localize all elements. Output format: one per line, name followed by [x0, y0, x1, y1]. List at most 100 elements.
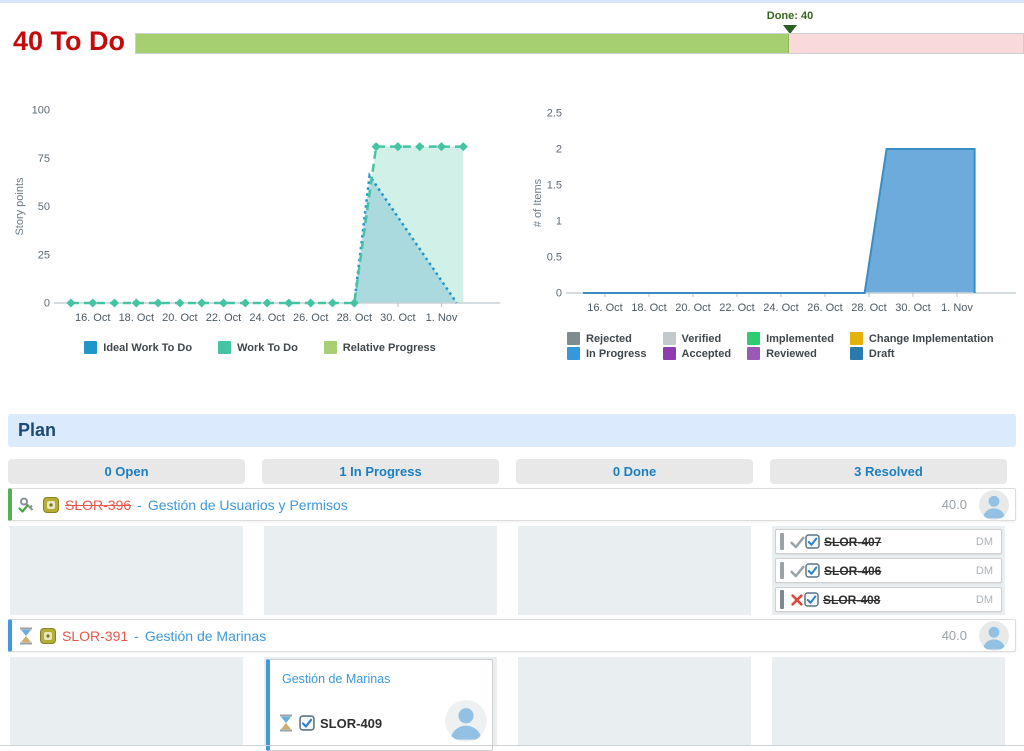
legend-item: Work To Do [218, 341, 298, 354]
legend-item: Accepted [662, 347, 732, 360]
legend-item: Rejected [567, 332, 647, 345]
svg-text:1: 1 [556, 216, 562, 228]
issue-key-link[interactable]: SLOR-391 [62, 627, 129, 644]
card-assignee-initials: DM [975, 564, 993, 577]
cell-open-lane2[interactable] [10, 657, 243, 745]
svg-text:22. Oct: 22. Oct [206, 312, 241, 324]
top-border [0, 0, 1024, 3]
legend-label: Ideal Work To Do [103, 341, 193, 354]
key-summary-separator: - [137, 496, 142, 513]
legend-swatch-icon [747, 347, 761, 360]
svg-text:16. Oct: 16. Oct [587, 302, 622, 314]
column-header-open[interactable]: 0 Open [8, 459, 245, 484]
hourglass-status-icon [278, 714, 294, 732]
estimate-value: 40.0 [941, 628, 967, 643]
column-header-resolved[interactable]: 3 Resolved [770, 459, 1007, 484]
card-key[interactable]: SLOR-409 [320, 715, 383, 731]
hourglass-status-icon [18, 627, 34, 645]
legend-item: Relative Progress [323, 341, 436, 354]
swimlane-row-slor-396[interactable]: SLOR-396 - Gestión de Usuarios y Permiso… [8, 488, 1016, 521]
card-slor-408[interactable]: SLOR-408 DM [775, 587, 1002, 612]
legend-item: Implemented [747, 332, 834, 345]
legend-label: Relative Progress [342, 341, 436, 354]
legend-swatch-icon [567, 347, 580, 360]
column-header-in-progress[interactable]: 1 In Progress [262, 459, 499, 484]
legend-label: Rejected [586, 332, 632, 345]
burndown-chart: 0 25 50 75 100 16. Oct 18. Oct 20. Oct 22. Oct 24… [10, 96, 510, 341]
board-bottom-divider [0, 745, 1024, 746]
plan-section-header: Plan [8, 414, 1016, 447]
card-assignee-initials: DM [975, 593, 993, 606]
task-type-icon [299, 715, 315, 731]
legend-label: Work To Do [237, 341, 298, 354]
requirement-type-icon [43, 496, 59, 513]
card-assignee-initials: DM [975, 535, 993, 548]
items-chart-svg: 0 0.5 1 1.5 2 2.5 16. Oct 18. Oct 20. Oct 22. Oct… [532, 108, 1016, 314]
card-key[interactable]: SLOR-406 [824, 563, 882, 578]
svg-text:1. Nov: 1. Nov [426, 312, 458, 324]
svg-text:1. Nov: 1. Nov [941, 302, 973, 314]
todo-count-title: 40 To Do [13, 26, 126, 56]
svg-text:22. Oct: 22. Oct [719, 302, 754, 314]
svg-text:Story points: Story points [14, 177, 26, 236]
svg-text:30. Oct: 30. Oct [895, 302, 930, 314]
card-slor-409[interactable]: Gestión de Marinas SLOR-409 [266, 659, 493, 751]
legend-label: Verified [681, 332, 722, 345]
svg-text:18. Oct: 18. Oct [119, 312, 154, 324]
cell-done-lane1[interactable] [518, 526, 751, 615]
svg-text:2: 2 [556, 144, 562, 156]
svg-text:28. Oct: 28. Oct [851, 302, 886, 314]
svg-text:50: 50 [38, 201, 50, 213]
burndown-chart-legend: Ideal Work To Do Work To Do Relative Progr… [10, 341, 510, 354]
verified-check-icon [790, 564, 805, 578]
cell-resolved-lane2[interactable] [772, 657, 1005, 745]
card-key[interactable]: SLOR-408 [823, 592, 881, 607]
requirement-type-icon [40, 627, 56, 644]
card-slor-407[interactable]: SLOR-407 DM [775, 529, 1002, 554]
svg-text:0.5: 0.5 [547, 252, 562, 264]
assignee-avatar[interactable] [979, 620, 1009, 651]
card-parent-link[interactable]: Gestión de Marinas [282, 672, 391, 686]
svg-text:2.5: 2.5 [547, 108, 562, 120]
issue-key-link[interactable]: SLOR-396 [65, 496, 132, 513]
card-status-bar [780, 562, 784, 579]
sprint-progress-bar[interactable] [135, 33, 1024, 54]
items-chart-legend: Rejected Verified Implemented Change Implem… [567, 332, 994, 360]
assignee-avatar[interactable] [445, 700, 487, 742]
cell-resolved-lane1[interactable]: SLOR-407 DM SLOR-406 DM SLOR-408 DM [772, 526, 1005, 615]
card-status-bar [780, 590, 784, 609]
svg-text:# of Items: # of Items [532, 178, 544, 227]
legend-item: Ideal Work To Do [84, 341, 192, 354]
progress-bar-done-segment [136, 34, 789, 53]
svg-text:24. Oct: 24. Oct [763, 302, 798, 314]
task-type-icon [804, 592, 819, 607]
key-summary-separator: - [134, 627, 139, 644]
card-slor-406[interactable]: SLOR-406 DM [775, 558, 1002, 583]
svg-text:75: 75 [38, 153, 50, 165]
key-status-icon [18, 496, 37, 514]
legend-item: Draft [849, 347, 994, 360]
done-marker-label: Done: 40 [766, 10, 814, 22]
svg-text:26. Oct: 26. Oct [807, 302, 842, 314]
issue-summary-link[interactable]: Gestión de Marinas [144, 627, 267, 644]
cell-done-lane2[interactable] [518, 657, 751, 745]
cell-open-lane1[interactable] [10, 526, 243, 615]
issue-summary-link[interactable]: Gestión de Usuarios y Permisos [147, 496, 348, 513]
legend-item: Reviewed [747, 347, 834, 360]
assignee-avatar[interactable] [979, 489, 1009, 520]
card-key[interactable]: SLOR-407 [824, 534, 882, 549]
legend-label: Accepted [681, 347, 732, 360]
column-header-done[interactable]: 0 Done [516, 459, 753, 484]
svg-text:20. Oct: 20. Oct [675, 302, 710, 314]
svg-text:1.5: 1.5 [547, 180, 562, 192]
done-marker-triangle-icon [783, 25, 797, 34]
swimlane-row-slor-391[interactable]: SLOR-391 - Gestión de Marinas 40.0 [8, 619, 1016, 652]
legend-label: Reviewed [766, 347, 817, 360]
cell-in-progress-lane1[interactable] [264, 526, 497, 615]
card-status-bar [780, 533, 784, 550]
svg-text:28. Oct: 28. Oct [337, 312, 372, 324]
legend-swatch-icon [849, 347, 863, 360]
legend-swatch-icon [849, 332, 863, 345]
legend-swatch-icon [747, 332, 761, 345]
